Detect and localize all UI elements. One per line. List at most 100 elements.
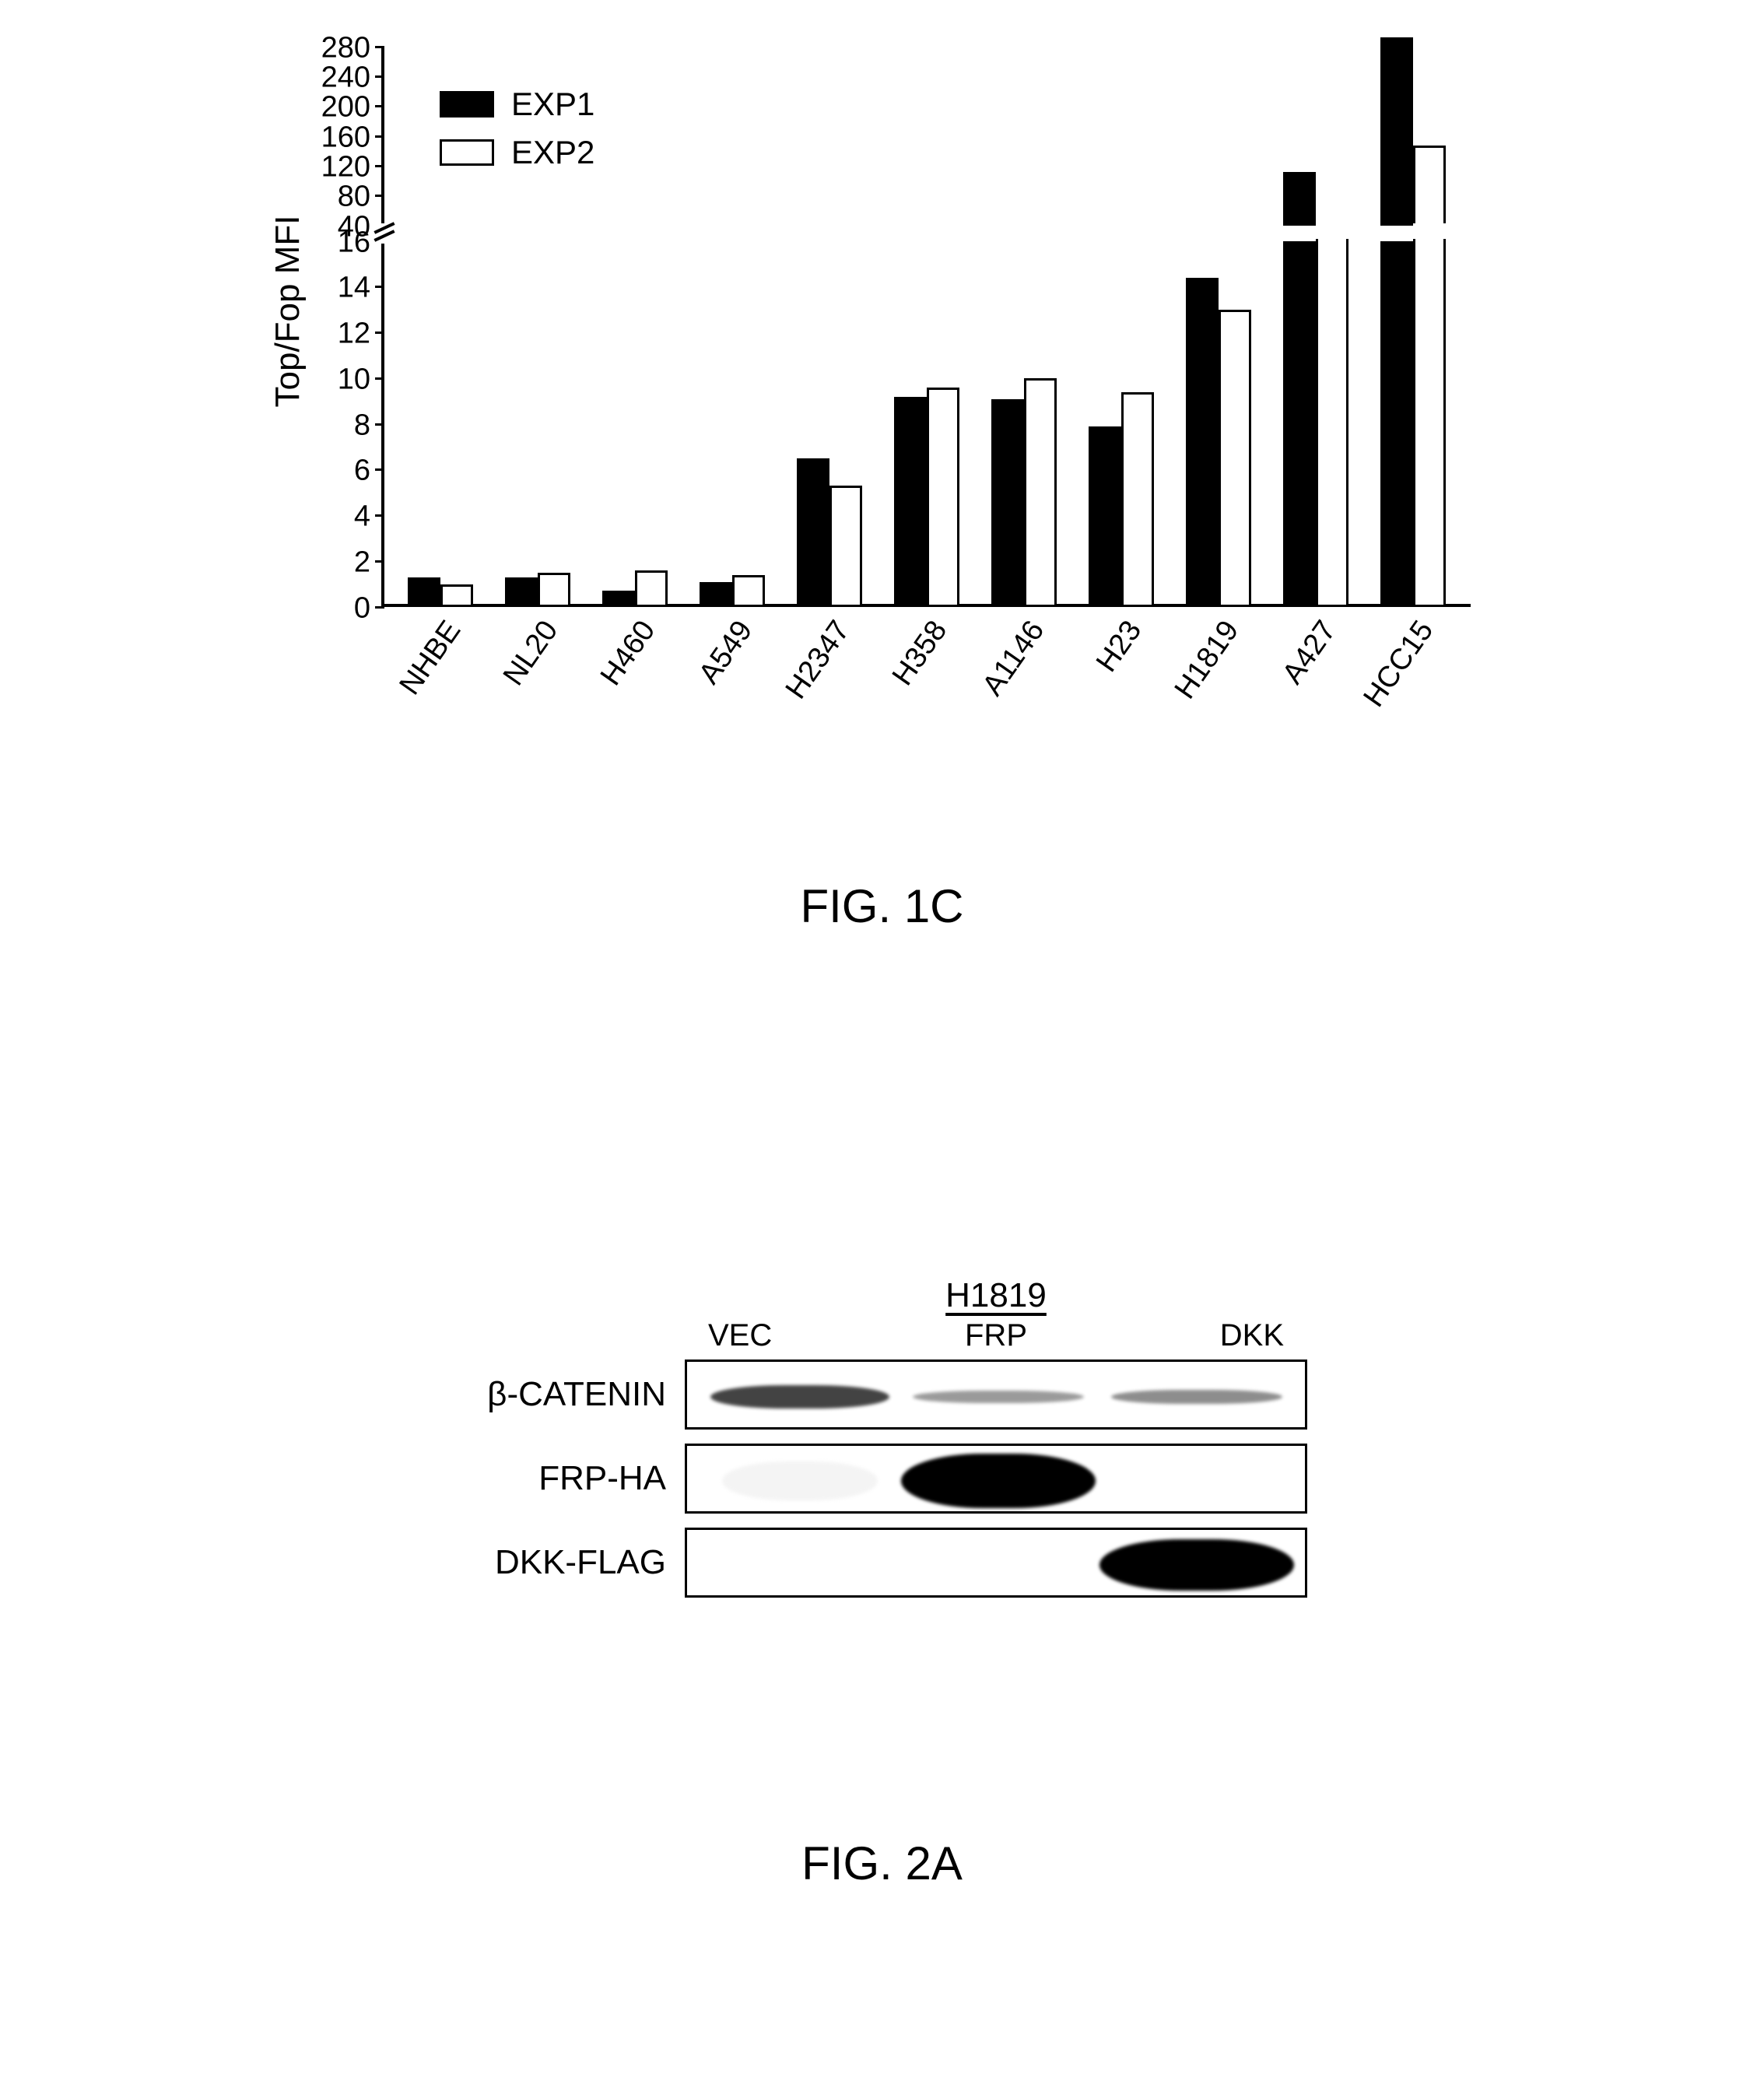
y-tick-label: 10 xyxy=(338,363,370,396)
blot-band xyxy=(901,1454,1096,1508)
bar-break-gap xyxy=(1283,226,1316,241)
y-tick-label: 4 xyxy=(354,500,370,534)
y-tick xyxy=(375,606,384,609)
x-tick-label: H23 xyxy=(1090,615,1149,679)
y-tick-label: 160 xyxy=(321,121,370,154)
y-tick-label: 120 xyxy=(321,150,370,184)
blot-row-label: DKK-FLAG xyxy=(495,1543,666,1582)
bar-exp2 xyxy=(927,388,959,607)
blot-row-label: β-CATENIN xyxy=(487,1375,666,1414)
x-tick-label: H2347 xyxy=(780,615,857,705)
y-tick xyxy=(375,468,384,471)
bar-exp1 xyxy=(505,577,538,607)
y-tick-label: 0 xyxy=(354,591,370,625)
x-tick-label: H358 xyxy=(886,615,954,692)
chart-legend: EXP1 EXP2 xyxy=(440,86,594,182)
bar-break-gap xyxy=(1380,226,1413,241)
bar-group: NHBE xyxy=(408,577,473,607)
y-tick xyxy=(375,423,384,426)
y-tick xyxy=(375,286,384,288)
y-tick-label: 240 xyxy=(321,61,370,94)
bar-exp2 xyxy=(1121,392,1154,607)
figure-2a: H1819 VEC FRP DKK β-CATENIN FRP-HA DKK-FLAG xyxy=(373,1276,1393,1821)
bar-group: H1819 xyxy=(1186,278,1251,607)
bar-group: H358 xyxy=(894,388,959,607)
figure-1c-caption: FIG. 1C xyxy=(0,879,1764,933)
blot-lane-box xyxy=(685,1360,1307,1430)
bar-exp1 xyxy=(700,582,732,607)
legend-item: EXP1 xyxy=(440,86,594,123)
bar-group: A427 xyxy=(1283,172,1348,607)
y-tick xyxy=(375,135,384,138)
blot-row: β-CATENIN xyxy=(685,1360,1307,1430)
legend-label: EXP2 xyxy=(511,134,594,171)
y-tick-label: 6 xyxy=(354,454,370,488)
legend-label: EXP1 xyxy=(511,86,594,123)
y-tick xyxy=(375,332,384,334)
blot-band xyxy=(1111,1390,1282,1404)
y-tick-label: 40 xyxy=(338,210,370,244)
x-tick-label: H460 xyxy=(594,615,662,692)
bar-exp1 xyxy=(602,591,635,607)
y-tick-label: 280 xyxy=(321,31,370,65)
blot-row: FRP-HA xyxy=(685,1444,1307,1514)
y-tick xyxy=(375,377,384,380)
y-tick-label: 80 xyxy=(338,181,370,214)
bar-exp1 xyxy=(1186,278,1219,607)
figure-2a-caption: FIG. 2A xyxy=(0,1837,1764,1890)
page: Top/Fop MFI 0246810121416408012016020024… xyxy=(0,0,1764,2091)
x-tick-label: NL20 xyxy=(497,615,565,692)
y-tick-label: 14 xyxy=(338,272,370,305)
bar-exp2 xyxy=(732,575,765,607)
y-tick xyxy=(375,514,384,517)
blot-row: DKK-FLAG xyxy=(685,1528,1307,1598)
y-tick-label: 12 xyxy=(338,318,370,351)
blot-column-header: DKK xyxy=(1220,1318,1284,1353)
bar-group: NL20 xyxy=(505,573,570,607)
bar-exp1 xyxy=(797,458,829,607)
legend-swatch-exp2 xyxy=(440,139,494,166)
y-tick-label: 2 xyxy=(354,546,370,579)
blot-lane-box xyxy=(685,1444,1307,1514)
figure-1c: Top/Fop MFI 0246810121416408012016020024… xyxy=(241,31,1517,848)
blot-column-header: VEC xyxy=(708,1318,772,1353)
bar-exp1 xyxy=(1380,37,1413,607)
legend-item: EXP2 xyxy=(440,134,594,171)
bar-exp2 xyxy=(1413,146,1446,607)
y-tick xyxy=(375,75,384,78)
bar-exp1 xyxy=(408,577,440,607)
bar-exp2 xyxy=(829,486,862,607)
blot-cell-line: H1819 xyxy=(685,1276,1307,1315)
blot-band xyxy=(710,1385,889,1409)
legend-swatch-exp1 xyxy=(440,91,494,118)
bar-exp2 xyxy=(538,573,570,607)
y-tick xyxy=(375,195,384,197)
x-tick-label: H1819 xyxy=(1169,615,1246,705)
bar-group: A549 xyxy=(700,575,765,607)
y-axis-label: Top/Fop MFI xyxy=(268,216,307,408)
blot-band xyxy=(1099,1539,1294,1591)
blot-column-header: FRP xyxy=(965,1318,1027,1353)
bar-break-gap xyxy=(1316,223,1348,239)
blot-row-label: FRP-HA xyxy=(538,1459,666,1498)
y-tick-label: 8 xyxy=(354,409,370,442)
bar-exp2 xyxy=(1219,310,1251,607)
bar-exp1 xyxy=(894,397,927,607)
y-tick-label: 200 xyxy=(321,91,370,125)
bar-exp2 xyxy=(635,570,668,607)
blot-lane-box xyxy=(685,1528,1307,1598)
x-tick-label: NHBE xyxy=(393,615,468,701)
x-tick-label: A549 xyxy=(693,615,759,690)
bar-group: A1146 xyxy=(991,378,1057,607)
bar-break-gap xyxy=(1413,223,1446,239)
bar-exp2 xyxy=(1316,227,1348,607)
bar-group: H460 xyxy=(602,570,668,607)
blot-band xyxy=(722,1461,878,1500)
bar-exp1 xyxy=(991,399,1024,607)
blot-area: H1819 VEC FRP DKK β-CATENIN FRP-HA DKK-FLAG xyxy=(685,1276,1307,1612)
y-tick xyxy=(375,560,384,563)
x-tick-label: HCC15 xyxy=(1358,615,1441,714)
axis-break-icon xyxy=(373,223,395,244)
blot-band xyxy=(913,1391,1084,1403)
x-tick-label: A1146 xyxy=(977,615,1052,702)
